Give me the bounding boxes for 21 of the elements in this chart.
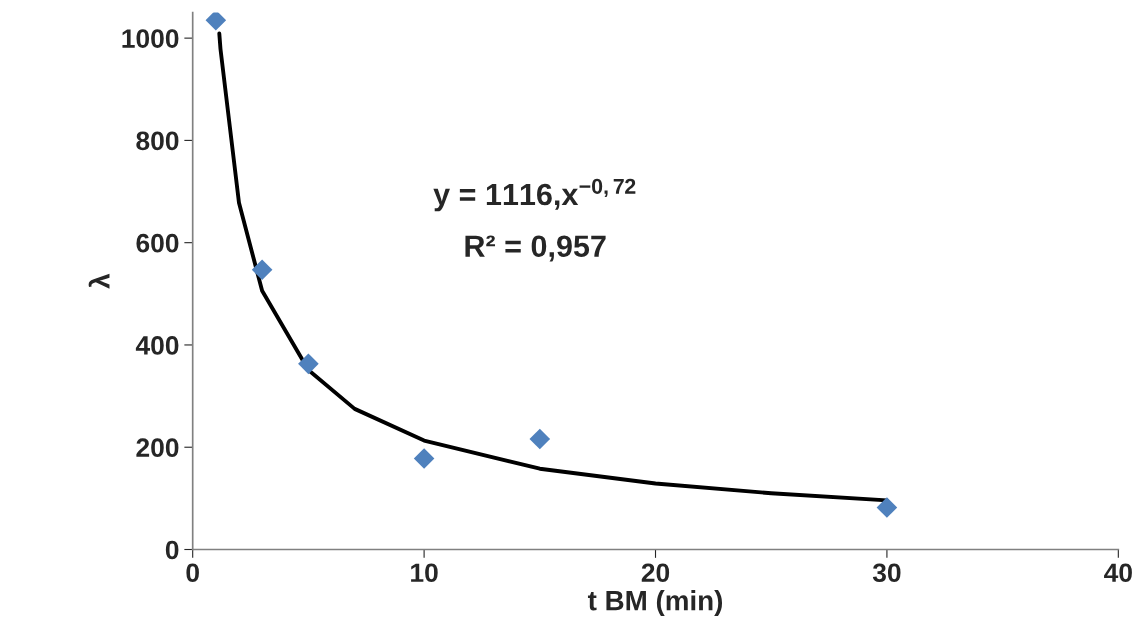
y-tick-label: 1000 [122,29,179,48]
x-tick-label: 0 [186,563,199,583]
y-tick-label: 800 [136,131,179,151]
y-tick-label: 0 [165,540,179,560]
x-tick-label: 40 [1104,563,1132,583]
y-tick-label: 600 [136,233,179,253]
x-tick-label: 20 [641,563,670,583]
x-tick-label: 30 [872,563,901,583]
annotation: R² = 0,957 [465,235,606,262]
point [413,448,435,469]
point [298,353,319,375]
y-tick-label: 200 [136,438,179,458]
x-tick-label: 10 [411,563,438,583]
point [205,12,227,31]
point [529,428,551,450]
point [251,259,273,281]
annotation: y = 1116,x$^{−0,72}$ [433,178,636,212]
point [876,497,898,518]
y-tick-label: 400 [135,336,179,355]
y-axis-title: λ [88,273,110,289]
x-axis-title: t BM (min) [587,590,723,616]
